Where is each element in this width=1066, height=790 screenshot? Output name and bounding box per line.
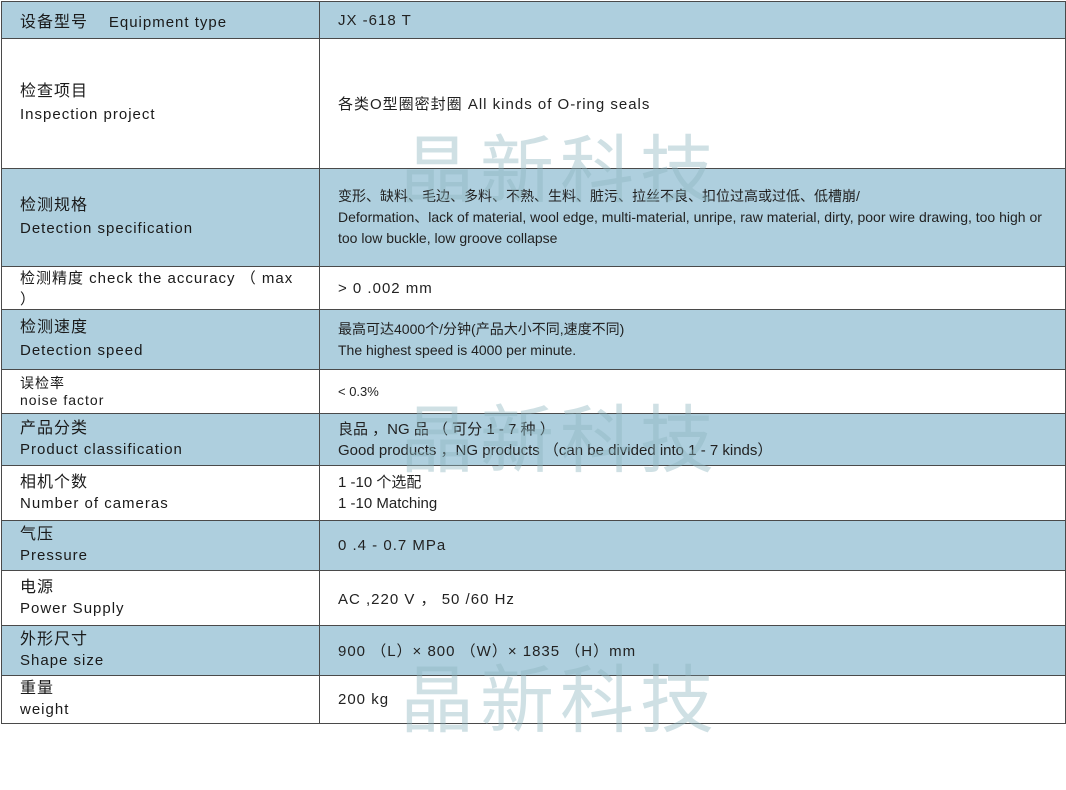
value-en: Deformation、lack of material, wool edge,… (338, 207, 1047, 249)
label-cn: 气压 (20, 525, 301, 546)
label-cn: 产品分类 (20, 419, 301, 440)
value-en: The highest speed is 4000 per minute. (338, 340, 1047, 361)
label-en: noise factor (20, 392, 301, 409)
value-text: 200 kg (338, 691, 389, 708)
value-text: 900 （L）× 800 （W）× 1835 （H）mm (338, 643, 636, 660)
value-text: JX -618 T (338, 12, 412, 29)
label-cn: 检测规格 (20, 194, 301, 218)
table-row: 检查项目 Inspection project 各类O型圈密封圈 All kin… (2, 39, 1066, 169)
label-en: Number of cameras (20, 494, 301, 514)
spec-table: 设备型号 Equipment type JX -618 T 检查项目 Inspe… (1, 1, 1066, 724)
value-cn: 良品 ，NG 品 （ 可分 1 - 7 种 ） (338, 419, 1047, 440)
label-cn: 电源 (20, 578, 301, 599)
value-text: 0 .4 - 0.7 MPa (338, 537, 446, 554)
label-cn: 检查项目 (20, 80, 301, 104)
table-row: 产品分类 Product classification 良品 ，NG 品 （ 可… (2, 414, 1066, 466)
label-cn: 重量 (20, 679, 301, 700)
label-cn: 检测速度 (20, 316, 301, 340)
label-en: Inspection project (20, 104, 301, 127)
table-row: 重量 weight 200 kg (2, 676, 1066, 724)
value-text: AC ,220 V ， 50 /60 Hz (338, 591, 515, 608)
label-cn: 误检率 (20, 375, 301, 392)
table-row: 检测精度 check the accuracy （ max ） > 0 .002… (2, 267, 1066, 310)
label-cn: 设备型号 (20, 14, 88, 31)
label-en: Detection specification (20, 218, 301, 241)
table-row: 误检率 noise factor < 0.3% (2, 370, 1066, 414)
label-en: Power Supply (20, 599, 301, 619)
value-en: 1 -10 Matching (338, 493, 1047, 514)
table-row: 电源 Power Supply AC ,220 V ， 50 /60 Hz (2, 571, 1066, 626)
label-cn: 外形尺寸 (20, 630, 301, 651)
label-en: Detection speed (20, 340, 301, 363)
label-en: Equipment type (109, 14, 227, 31)
value-text: 各类O型圈密封圈 All kinds of O-ring seals (338, 96, 650, 113)
table-row: 检测速度 Detection speed 最高可达4000个/分钟(产品大小不同… (2, 310, 1066, 370)
table-row: 相机个数 Number of cameras 1 -10 个选配 1 -10 M… (2, 466, 1066, 521)
label-en: Pressure (20, 546, 301, 566)
table-row: 外形尺寸 Shape size 900 （L）× 800 （W）× 1835 （… (2, 626, 1066, 676)
label-en: Product classification (20, 440, 301, 460)
value-text: < 0.3% (338, 384, 379, 399)
value-en: Good products ，NG products （can be divid… (338, 440, 1047, 461)
value-text: > 0 .002 mm (338, 280, 433, 297)
label-full: 检测精度 check the accuracy （ max ） (20, 270, 293, 308)
label-en: weight (20, 700, 301, 720)
label-cn: 相机个数 (20, 473, 301, 494)
value-cn: 变形、缺料、毛边、多料、不熟、生料、脏污、拉丝不良、扣位过高或过低、低槽崩/ (338, 186, 1047, 207)
table-row: 设备型号 Equipment type JX -618 T (2, 2, 1066, 39)
value-cn: 最高可达4000个/分钟(产品大小不同,速度不同) (338, 319, 1047, 340)
table-row: 检测规格 Detection specification 变形、缺料、毛边、多料… (2, 169, 1066, 267)
label-en: Shape size (20, 651, 301, 671)
value-cn: 1 -10 个选配 (338, 472, 1047, 493)
table-row: 气压 Pressure 0 .4 - 0.7 MPa (2, 521, 1066, 571)
